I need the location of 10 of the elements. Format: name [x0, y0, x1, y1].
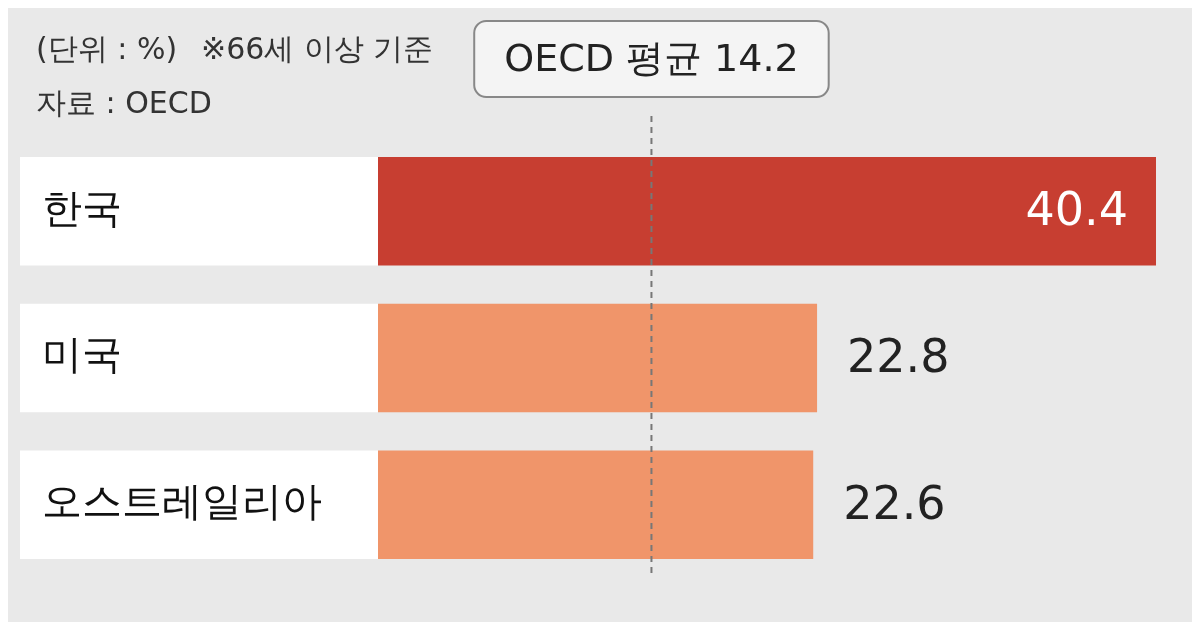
y-tick-label: 미국	[42, 331, 122, 378]
ref-line-label: OECD 평균 14.2	[504, 35, 799, 80]
data-label: 22.6	[843, 475, 946, 530]
text: (단위 : %)	[36, 31, 178, 66]
data-label: 40.4	[1025, 182, 1128, 237]
text: ※66세 이상 기준	[201, 31, 434, 66]
data-label: 22.8	[847, 328, 950, 383]
text: 자료 : OECD	[36, 84, 213, 122]
y-tick-label: 오스트레일리아	[42, 478, 322, 525]
y-tick-label: 한국	[42, 184, 122, 231]
